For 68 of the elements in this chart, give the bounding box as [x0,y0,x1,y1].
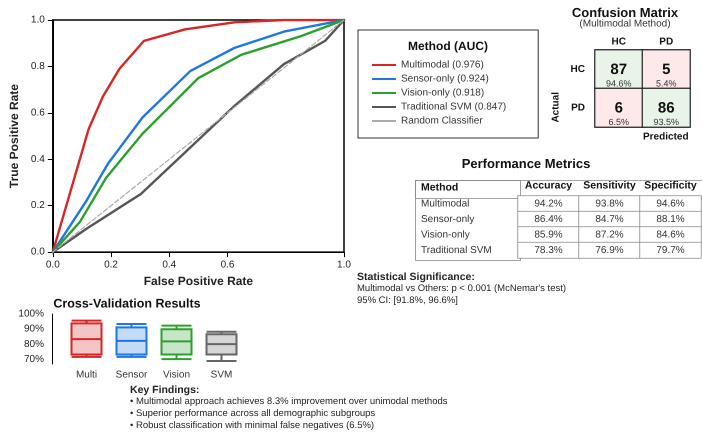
x-tick-label: 0.6 [220,260,235,271]
x-tick-label: 0.2 [104,260,118,271]
annotation: 5.4% [656,78,677,88]
y-tick-label: 90% [24,324,44,335]
y-tick-label: 0.0 [30,246,46,258]
y-axis-title: Method [421,182,458,194]
text: • Robust classification with minimal false negatives (6.5%) [130,420,376,432]
chart-title: Performance Metrics [462,156,590,171]
y-axis-title: True Positive Rate [7,84,21,188]
x-tick-label: Accuracy [524,180,572,192]
y-tick-label: 1.0 [30,14,46,26]
y-tick-label: Sensor-only [421,214,474,225]
data-label: 87.2% [595,229,624,240]
y-tick-label: 80% [24,338,44,350]
data-label: 93.8% [595,198,624,210]
data-label: 85.9% [534,229,563,240]
legend-label: Random Classifier [401,116,484,126]
data-label: 84.6% [656,229,685,240]
x-tick-label: 0.4 [162,260,177,271]
text: • Multimodal approach achieves 8.3% improvement over unimodal methods [130,396,448,408]
text: Statistical Significance: [357,271,476,283]
text: Key Findings: [130,384,200,396]
y-tick-label: 0.2 [30,200,46,212]
legend-title: Method (AUC) [408,39,488,53]
y-axis-title: Actual [550,92,562,123]
chart-title: Confusion Matrix [572,5,679,20]
y-tick-label: 100% [18,308,44,320]
data-label: 86 [658,99,675,116]
legend-label: Multimodal (0.976) [401,60,484,70]
x-tick-label: Specificity [644,180,697,192]
x-axis-title: False Positive Rate [144,274,254,288]
y-tick-label: 0.6 [30,107,46,118]
data-label: 86.4% [534,214,563,225]
y-tick-label: Traditional SVM [421,244,492,256]
annotation: 93.5% [653,116,680,127]
legend-label: Sensor-only (0.924) [401,74,489,84]
text: 95% CI: [91.8%, 96.6%] [357,295,459,307]
x-tick-label: 0.0 [46,260,60,271]
text: Multimodal vs Others: p < 0.001 (McNemar's test) [357,283,566,295]
legend-label: Traditional SVM (0.847) [401,102,506,112]
x-tick-label: Multi [76,370,98,380]
y-tick-label: 0.8 [30,60,46,72]
chart-title: Cross-Validation Results [53,296,201,310]
data-label: 79.7% [656,244,685,256]
x-tick-label: Vision [162,370,190,380]
x-axis-title: Predicted [643,132,689,142]
data-label: 94.2% [534,198,563,210]
x-tick-label: Sensitivity [583,180,636,192]
y-tick-label: Vision-only [421,229,470,240]
legend-label: Vision-only (0.918) [401,88,484,98]
y-tick-label: 0.4 [30,154,46,165]
y-tick-label: Multimodal [421,198,470,210]
x-tick-label: Sensor [116,370,148,380]
annotation: 6.5% [608,116,630,127]
y-tick-label: 70% [24,354,44,365]
data-label: 87 [610,60,628,78]
chart-subtitle: (Multimodal Method) [579,18,671,30]
data-label: 84.7% [595,214,624,225]
x-tick-label: SVM [210,370,232,380]
data-label: 88.1% [656,214,685,225]
data-label: 78.3% [534,244,563,256]
data-label: 5 [662,60,670,78]
data-label: 6 [614,99,623,116]
x-tick-label: 1.0 [337,260,352,271]
data-label: 94.6% [656,198,685,210]
annotation: 94.6% [606,78,632,88]
text: • Superior performance across all demographic subgroups [130,408,376,420]
data-label: 76.9% [595,244,624,256]
